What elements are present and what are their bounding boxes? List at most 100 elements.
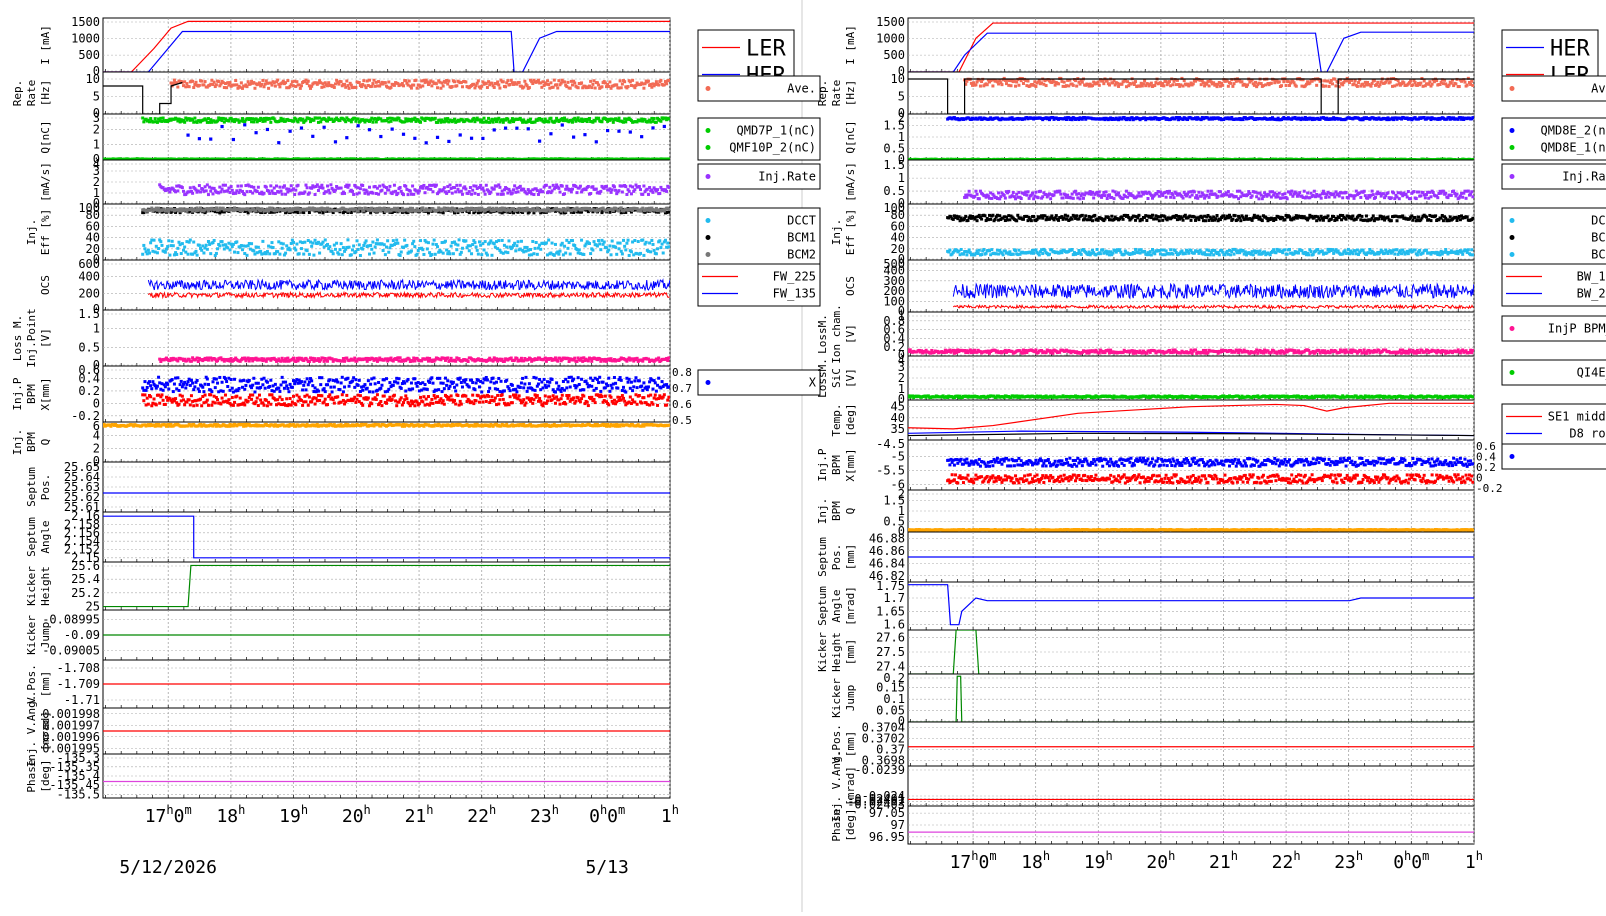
y-axis-label: Loss M. — [11, 315, 24, 361]
data-point — [357, 124, 360, 127]
data-point — [427, 395, 430, 398]
data-point — [469, 186, 472, 189]
data-point — [580, 239, 583, 242]
data-point — [631, 185, 634, 188]
data-point — [308, 191, 311, 194]
data-point — [591, 185, 594, 188]
data-point — [608, 80, 611, 83]
data-point — [298, 252, 301, 255]
data-point — [619, 242, 622, 245]
data-point — [589, 192, 592, 195]
data-point — [557, 385, 560, 388]
data-point — [151, 380, 154, 383]
data-point — [307, 404, 310, 407]
data-point — [231, 396, 234, 399]
data-point — [341, 253, 344, 256]
data-point — [555, 381, 558, 384]
data-point — [490, 254, 493, 257]
data-point — [436, 136, 439, 139]
data-point — [258, 394, 261, 397]
data-point — [388, 381, 391, 384]
data-point — [304, 388, 307, 391]
data-point — [591, 83, 594, 86]
right-tick-label: 0.5 — [672, 414, 692, 427]
data-point — [477, 253, 480, 256]
data-point — [497, 239, 500, 242]
data-point — [224, 377, 227, 380]
data-point — [624, 391, 627, 394]
data-point — [476, 249, 479, 252]
data-point — [334, 248, 337, 251]
data-point — [547, 384, 550, 387]
data-point — [500, 380, 503, 383]
data-point — [436, 395, 439, 398]
data-point — [157, 247, 160, 250]
data-point — [252, 249, 255, 252]
data-point — [308, 253, 311, 256]
data-point — [477, 79, 480, 82]
data-point — [337, 253, 340, 256]
data-point — [348, 246, 351, 249]
data-point — [369, 383, 372, 386]
data-point — [402, 133, 405, 136]
data-point — [490, 82, 493, 85]
data-point — [603, 241, 606, 244]
data-point — [189, 239, 192, 242]
data-point — [280, 190, 283, 193]
data-point — [253, 390, 256, 393]
data-point — [226, 385, 229, 388]
data-point — [613, 185, 616, 188]
data-point — [209, 190, 212, 193]
data-point — [181, 242, 184, 245]
data-point — [538, 140, 541, 143]
data-point — [459, 184, 462, 187]
data-point — [402, 401, 405, 404]
data-point — [236, 185, 239, 188]
data-point — [473, 388, 476, 391]
data-point — [143, 247, 146, 250]
data-point — [209, 393, 212, 396]
data-point — [233, 378, 236, 381]
data-point — [620, 206, 623, 209]
data-point — [289, 397, 292, 400]
data-point — [259, 386, 262, 389]
data-point — [284, 381, 287, 384]
data-point — [234, 192, 237, 195]
data-point — [569, 385, 572, 388]
data-point — [160, 244, 163, 247]
data-point — [450, 245, 453, 248]
data-point — [460, 190, 463, 193]
data-point — [471, 381, 474, 384]
data-point — [278, 85, 281, 88]
data-point — [318, 399, 321, 402]
data-point — [246, 254, 249, 257]
data-point — [268, 252, 271, 255]
data-point — [189, 403, 192, 406]
data-point — [498, 186, 501, 189]
data-point — [326, 383, 329, 386]
y-axis-label: [Hz] — [39, 80, 52, 107]
data-point — [560, 390, 563, 393]
data-point — [478, 240, 481, 243]
data-point — [595, 140, 598, 143]
data-point — [294, 248, 297, 251]
data-point — [444, 240, 447, 243]
data-point — [658, 239, 661, 242]
data-point — [276, 398, 279, 401]
data-point — [520, 381, 523, 384]
data-point — [238, 387, 241, 390]
legend-label: BCM1 — [787, 231, 816, 245]
data-point — [385, 402, 388, 405]
data-point — [188, 398, 191, 401]
data-point — [617, 210, 620, 213]
data-point — [343, 83, 346, 86]
data-point — [543, 378, 546, 381]
data-point — [625, 193, 628, 196]
data-point — [211, 380, 214, 383]
data-point — [142, 399, 145, 402]
data-point — [655, 252, 658, 255]
data-point — [147, 403, 150, 406]
data-point — [243, 403, 246, 406]
data-point — [573, 81, 576, 84]
